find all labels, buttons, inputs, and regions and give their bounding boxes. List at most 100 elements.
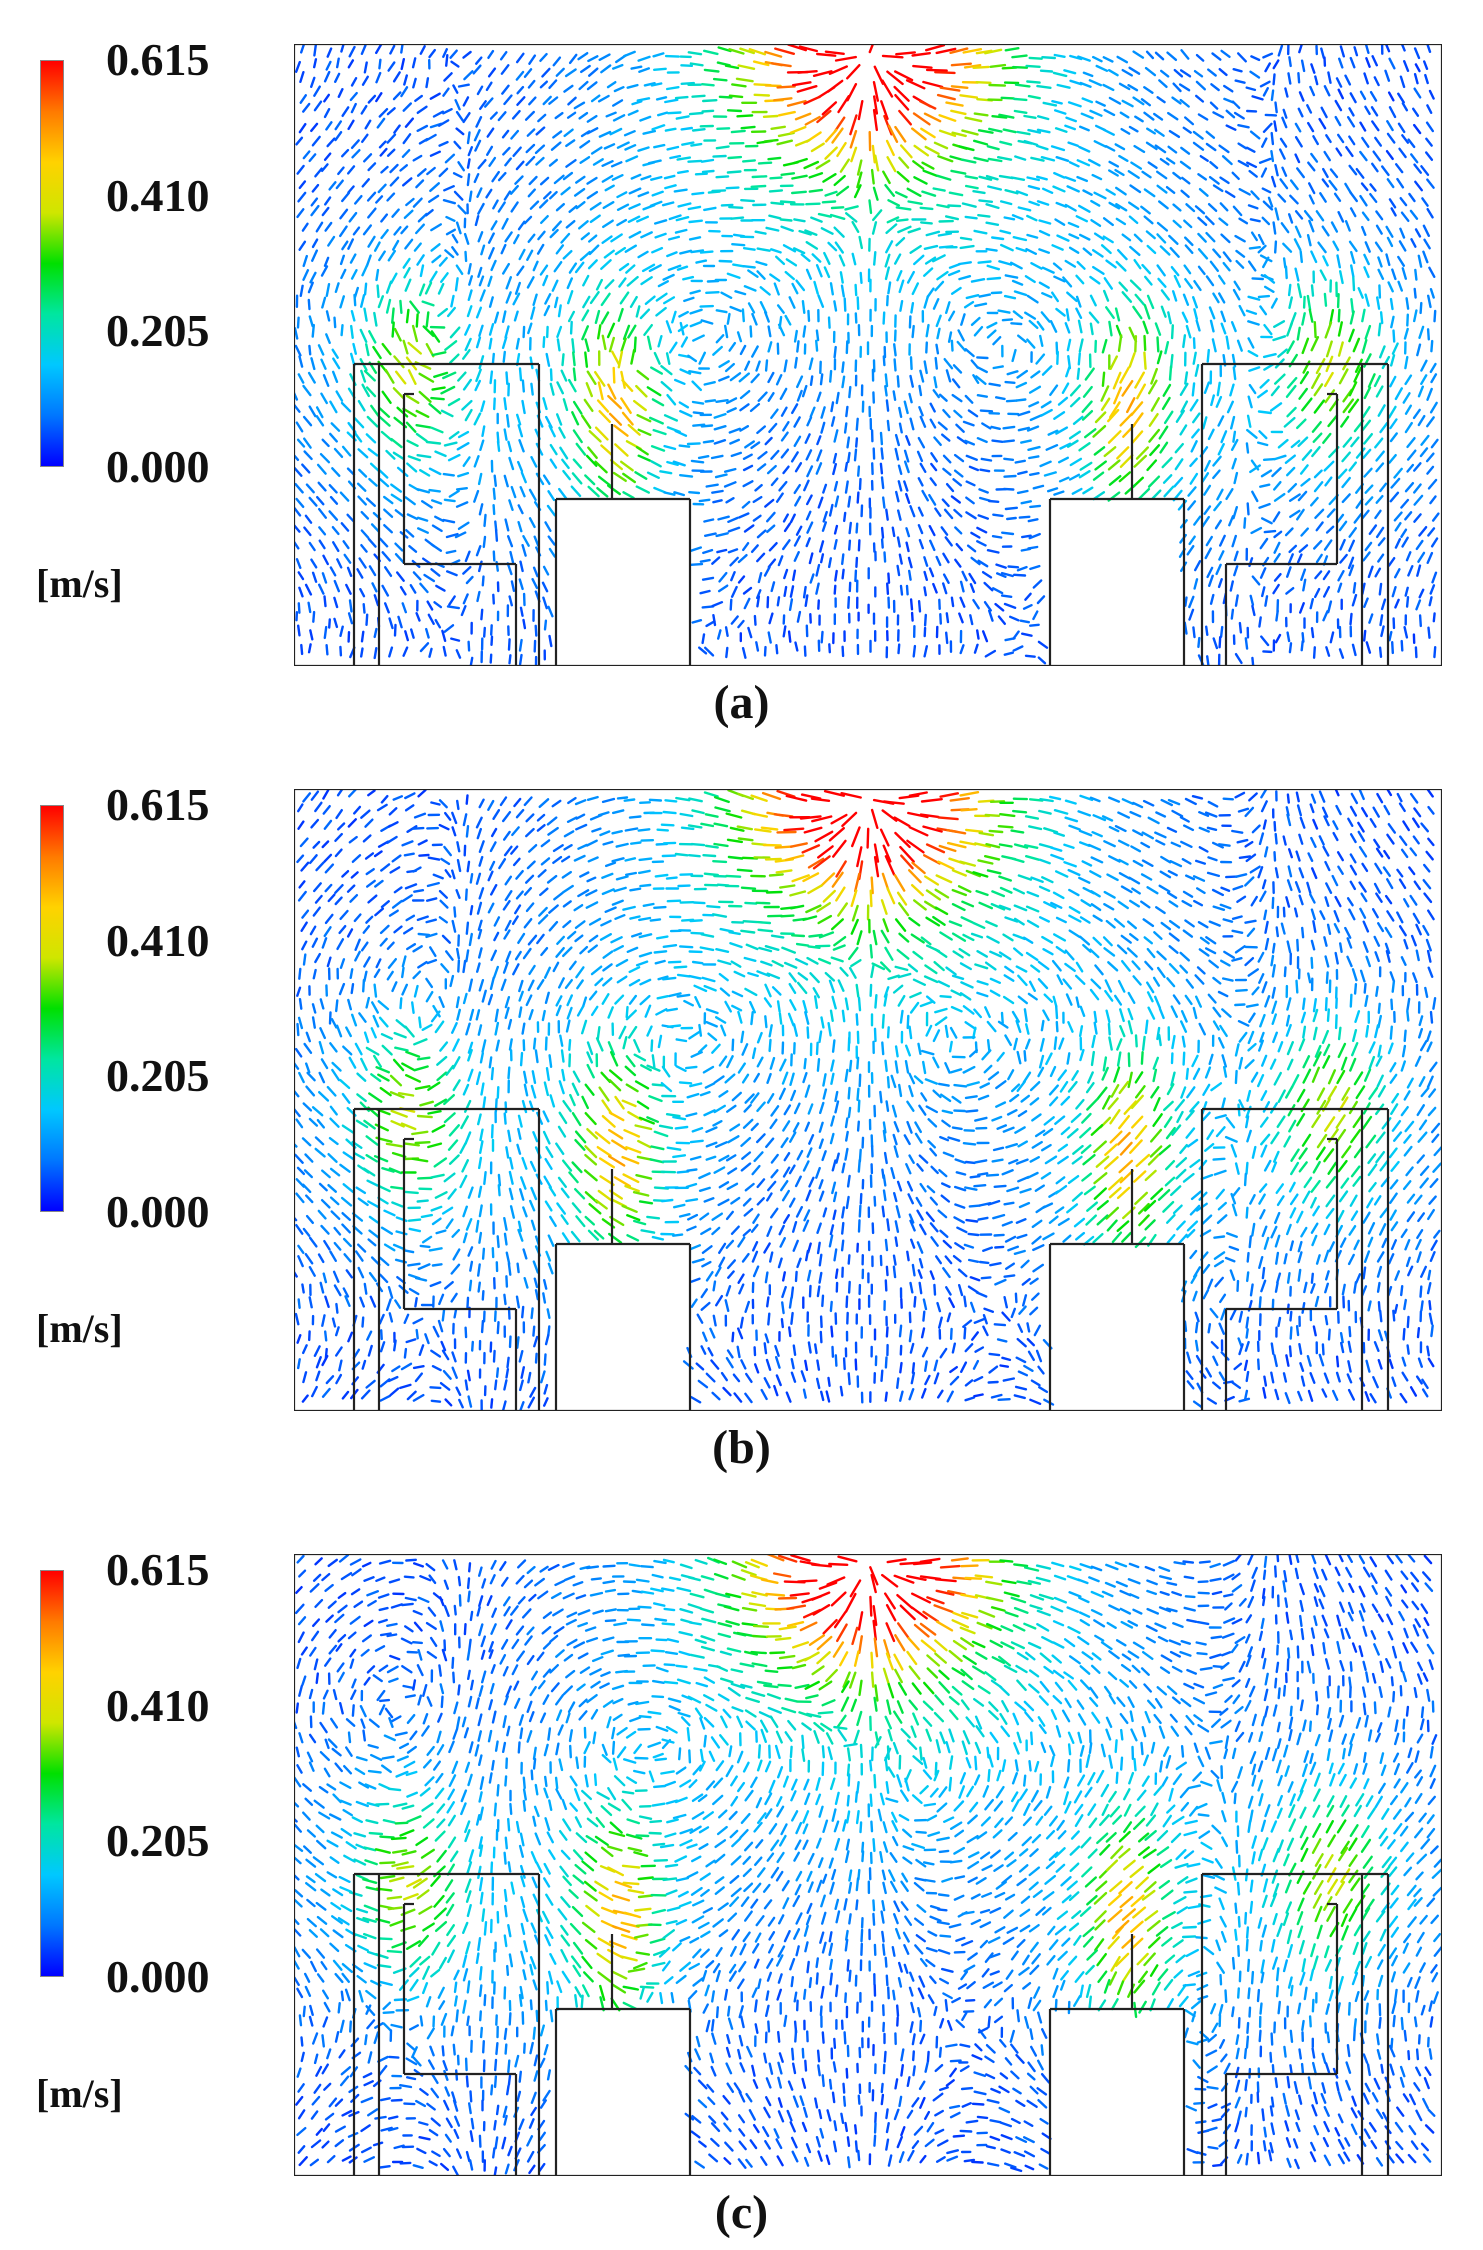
velocity-vector <box>310 543 315 550</box>
velocity-vector <box>1082 114 1093 118</box>
velocity-vector <box>440 891 447 898</box>
velocity-vector <box>332 423 339 430</box>
velocity-vector <box>613 831 622 833</box>
velocity-vector <box>546 993 549 1003</box>
velocity-vector <box>408 441 418 446</box>
velocity-vector <box>367 615 368 625</box>
velocity-vector <box>606 908 616 912</box>
velocity-vector <box>775 814 793 816</box>
velocity-vector <box>419 841 427 845</box>
velocity-vector <box>540 200 547 207</box>
velocity-vector <box>886 241 892 252</box>
velocity-vector <box>651 202 661 206</box>
velocity-vector <box>1414 485 1420 493</box>
velocity-vector <box>1263 880 1265 888</box>
velocity-vector <box>972 279 984 281</box>
velocity-vector <box>313 573 316 582</box>
velocity-vector <box>1039 249 1048 252</box>
velocity-vector <box>458 960 459 971</box>
velocity-vector <box>1238 840 1248 842</box>
velocity-vector <box>1175 276 1180 287</box>
velocity-vector <box>1076 976 1084 984</box>
velocity-vector <box>1095 193 1106 198</box>
velocity-vector <box>358 569 363 577</box>
velocity-vector <box>1233 536 1236 546</box>
velocity-vector <box>668 1026 680 1027</box>
velocity-vector <box>955 455 963 461</box>
velocity-vector <box>1180 85 1189 91</box>
velocity-vector <box>369 331 375 342</box>
velocity-vector <box>440 1043 447 1051</box>
velocity-vector <box>519 981 522 991</box>
velocity-vector <box>970 1050 977 1056</box>
velocity-vector <box>563 921 570 927</box>
velocity-vector <box>430 490 440 491</box>
velocity-vector <box>575 856 585 861</box>
velocity-vector <box>1012 858 1024 861</box>
velocity-vector <box>895 875 904 890</box>
velocity-vector <box>937 876 951 883</box>
velocity-vector <box>491 978 494 989</box>
velocity-vector <box>677 1039 686 1041</box>
velocity-vector <box>940 614 941 623</box>
velocity-vector <box>900 847 913 862</box>
velocity-vector <box>589 69 597 76</box>
velocity-vector <box>1236 1044 1239 1055</box>
velocity-vector <box>1407 552 1410 560</box>
velocity-vector <box>874 188 878 200</box>
velocity-vector <box>1018 472 1026 474</box>
velocity-vector <box>1009 567 1018 568</box>
velocity-vector <box>859 998 860 1010</box>
velocity-vector <box>509 1020 511 1029</box>
velocity-vector <box>489 248 493 258</box>
velocity-vector <box>579 845 587 849</box>
velocity-vector <box>1412 239 1416 246</box>
velocity-vector <box>1067 293 1076 301</box>
velocity-vector <box>1252 528 1261 533</box>
velocity-vector <box>1019 208 1030 211</box>
velocity-vector <box>1392 208 1396 215</box>
velocity-vector <box>910 793 927 796</box>
velocity-vector <box>690 976 701 978</box>
velocity-vector <box>363 385 369 396</box>
velocity-vector <box>348 166 354 173</box>
velocity-vector <box>1297 420 1305 428</box>
velocity-vector <box>697 261 706 263</box>
velocity-vector <box>1172 1036 1174 1048</box>
velocity-vector <box>850 523 851 533</box>
velocity-vector <box>441 859 449 864</box>
velocity-vector <box>1300 868 1303 877</box>
velocity-vector <box>599 383 603 399</box>
velocity-vector <box>1070 248 1078 253</box>
velocity-vector <box>1102 245 1111 253</box>
velocity-vector <box>988 331 995 338</box>
velocity-vector <box>832 207 843 208</box>
velocity-vector <box>1214 112 1223 117</box>
velocity-vector <box>919 478 923 485</box>
velocity-vector <box>1221 178 1229 183</box>
velocity-vector <box>1022 634 1031 636</box>
velocity-vector <box>701 824 713 826</box>
velocity-vector <box>732 617 738 624</box>
velocity-vector <box>430 183 439 191</box>
velocity-vector <box>1014 237 1026 240</box>
velocity-vector <box>755 95 769 96</box>
velocity-vector <box>359 449 368 457</box>
velocity-vector <box>881 830 888 846</box>
velocity-vector <box>419 1018 420 1028</box>
legend-tick-2: 0.410 <box>106 918 210 964</box>
velocity-vector <box>1429 807 1434 814</box>
velocity-vector <box>765 140 778 141</box>
velocity-vector <box>1334 833 1338 840</box>
velocity-vector <box>572 412 578 424</box>
velocity-vector <box>630 967 639 972</box>
velocity-vector <box>896 52 915 54</box>
velocity-vector <box>574 369 575 381</box>
velocity-vector <box>804 917 817 920</box>
velocity-vector <box>921 1002 933 1006</box>
velocity-vector <box>886 268 889 279</box>
velocity-vector <box>462 401 471 409</box>
velocity-vector <box>1096 413 1105 423</box>
velocity-vector <box>1064 70 1075 73</box>
velocity-vector <box>623 413 633 425</box>
